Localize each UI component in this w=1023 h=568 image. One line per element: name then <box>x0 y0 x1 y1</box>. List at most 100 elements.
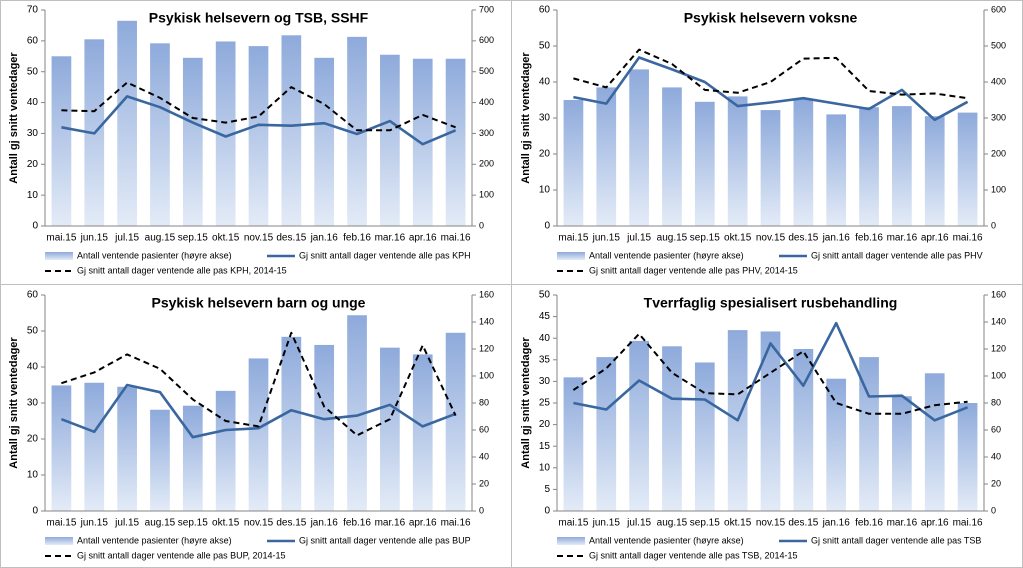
y2-tick-label: 600 <box>479 35 494 45</box>
y2-tick-label: 100 <box>479 370 494 380</box>
legend-label: Antall ventende pasienter (høyre akse) <box>77 535 232 545</box>
y-tick-label: 30 <box>27 398 39 409</box>
y-tick-label: 60 <box>27 290 39 301</box>
y-tick-label: 70 <box>27 5 39 16</box>
x-tick-label: mar.16 <box>887 233 918 244</box>
y-tick-label: 50 <box>27 66 39 77</box>
y-tick-label: 10 <box>539 462 551 473</box>
bar <box>826 378 847 511</box>
legend-swatch <box>45 252 73 260</box>
y-tick-label: 0 <box>544 506 550 517</box>
x-tick-label: apr.16 <box>409 233 437 244</box>
legend-label: Antall ventende pasienter (høyre akse) <box>589 250 744 260</box>
y-tick-label: 35 <box>539 354 551 365</box>
legend-label: Gj snitt antall dager ventende alle pas … <box>589 550 797 560</box>
y2-tick-label: 300 <box>479 128 494 138</box>
bar <box>793 349 814 511</box>
x-tick-label: jun.15 <box>592 233 621 244</box>
x-tick-label: okt.15 <box>212 233 240 244</box>
bar <box>215 41 236 226</box>
y2-tick-label: 700 <box>479 4 494 14</box>
x-tick-label: nov.15 <box>244 233 274 244</box>
x-tick-label: feb.16 <box>343 518 371 529</box>
x-tick-label: aug.15 <box>145 233 176 244</box>
y-tick-label: 60 <box>27 35 39 46</box>
x-tick-label: apr.16 <box>921 518 949 529</box>
y-tick-label: 20 <box>27 434 39 445</box>
bar <box>445 332 466 511</box>
y2-tick-label: 40 <box>991 451 1001 461</box>
bar <box>662 87 682 227</box>
legend-label: Gj snitt antall dager ventende alle pas … <box>299 535 471 545</box>
y-tick-label: 40 <box>27 362 39 373</box>
y2-tick-label: 20 <box>479 478 489 488</box>
bar <box>892 396 912 511</box>
line-series <box>573 321 969 422</box>
y-tick-label: 25 <box>539 398 551 409</box>
x-tick-label: apr.16 <box>921 233 949 244</box>
y2-tick-label: 100 <box>991 370 1006 380</box>
legend-label: Gj snitt antall dager ventende alle pas … <box>811 535 981 545</box>
y-tick-label: 10 <box>27 470 39 481</box>
bar <box>629 69 649 227</box>
x-tick-label: nov.15 <box>756 233 786 244</box>
bar <box>596 87 617 227</box>
chart-title: Psykisk helsevern barn og unge <box>152 295 366 311</box>
x-tick-label: jul.15 <box>114 518 139 529</box>
x-tick-label: jul.15 <box>626 233 651 244</box>
line-series <box>61 95 457 146</box>
bar <box>596 357 617 511</box>
line-series <box>61 81 456 132</box>
x-tick-label: jan.16 <box>822 518 851 529</box>
x-tick-label: mar.16 <box>375 233 406 244</box>
y-axis-label: Antall gj snitt ventedager <box>8 52 20 184</box>
chart-title: Tverrfaglig spesialisert rusbehandling <box>644 295 898 311</box>
bar <box>182 405 203 511</box>
bar <box>150 409 170 511</box>
x-tick-label: okt.15 <box>724 233 752 244</box>
x-tick-label: mai.15 <box>558 518 588 529</box>
x-tick-label: apr.16 <box>409 518 437 529</box>
bar <box>445 58 466 226</box>
legend-label: Antall ventende pasienter (høyre akse) <box>77 250 232 260</box>
y2-tick-label: 500 <box>479 66 494 76</box>
y-axis-label: Antall gj snitt ventedager <box>8 337 20 469</box>
bar <box>563 100 584 226</box>
bar <box>629 340 649 511</box>
legend-label: Antall ventende pasienter (høyre akse) <box>589 535 744 545</box>
x-tick-label: jan.16 <box>310 518 339 529</box>
y2-tick-label: 160 <box>479 289 494 299</box>
legend-swatch <box>557 537 585 545</box>
x-tick-label: aug.15 <box>657 233 688 244</box>
bar <box>51 56 72 227</box>
y2-tick-label: 120 <box>991 343 1006 353</box>
line-series <box>61 331 457 437</box>
x-tick-label: mai.16 <box>441 518 471 529</box>
legend-label: Gj snitt antall dager ventende alle pas … <box>299 250 471 260</box>
line-series <box>573 56 969 122</box>
line-series <box>573 48 968 100</box>
x-tick-label: nov.15 <box>244 518 274 529</box>
bar <box>694 362 715 511</box>
bar <box>957 112 978 226</box>
x-tick-label: mai.15 <box>46 518 76 529</box>
y-tick-label: 60 <box>539 5 551 16</box>
bar <box>281 35 302 226</box>
y2-tick-label: 160 <box>991 289 1006 299</box>
y2-tick-label: 60 <box>991 424 1001 434</box>
bar <box>117 20 137 226</box>
x-tick-label: mar.16 <box>887 518 918 529</box>
y-tick-label: 20 <box>27 159 39 170</box>
bar <box>412 354 433 511</box>
bar <box>117 386 137 511</box>
bar <box>760 110 781 226</box>
x-tick-label: sep.15 <box>690 233 720 244</box>
y2-tick-label: 0 <box>991 220 996 230</box>
y-tick-label: 5 <box>544 484 550 495</box>
y2-tick-label: 80 <box>479 397 489 407</box>
y-tick-label: 40 <box>539 333 551 344</box>
y2-tick-label: 120 <box>479 343 494 353</box>
y-tick-label: 50 <box>27 326 39 337</box>
bar <box>281 336 302 511</box>
